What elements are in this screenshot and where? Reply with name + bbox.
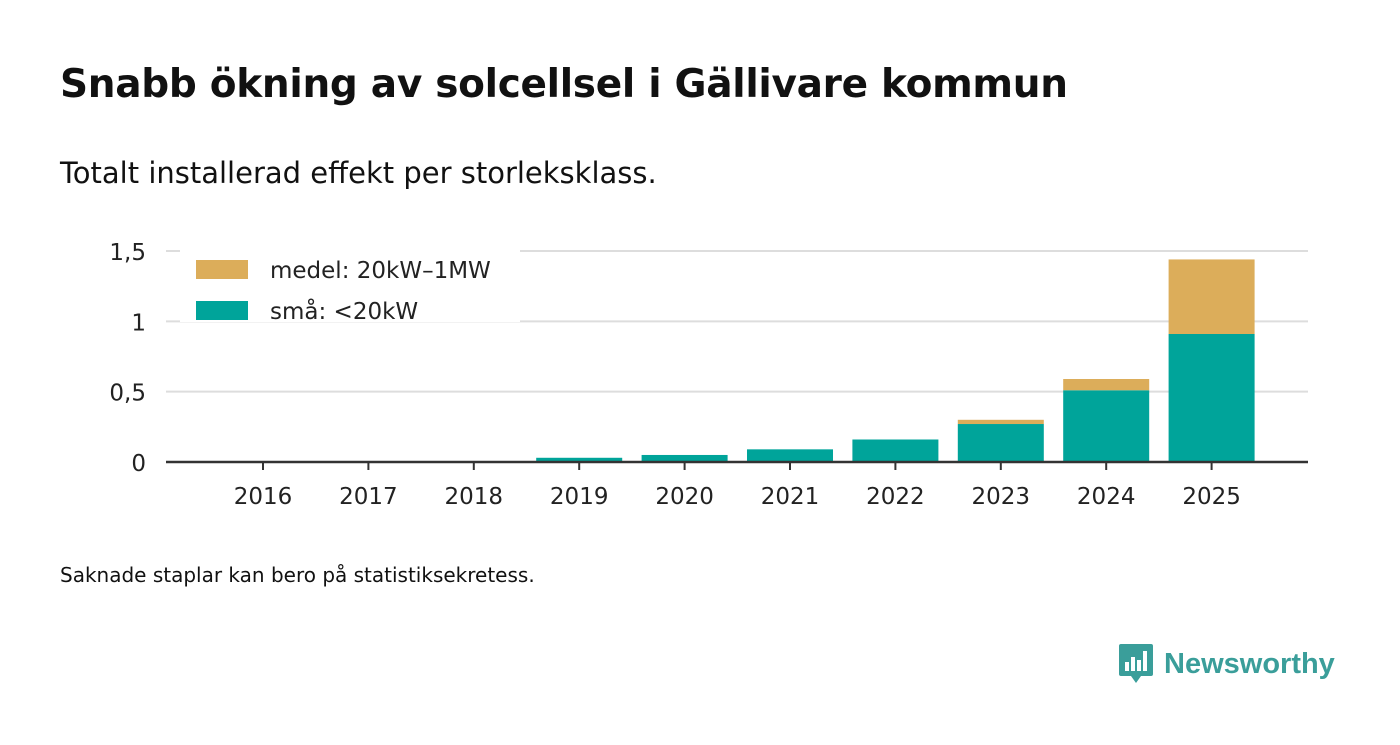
x-tick-label-2017: 2017 [339, 484, 398, 510]
legend-label-small: små: <20kW [270, 297, 418, 325]
bar-medium-2024 [1063, 379, 1150, 391]
legend-label-medium: medel: 20kW–1MW [270, 258, 491, 284]
y-tick-label-3: 1,5 [109, 240, 146, 266]
y-tick-label-0: 0 [131, 451, 146, 477]
brand-name: Newsworthy [1164, 647, 1335, 680]
y-tick-label-2: 1 [131, 310, 146, 336]
x-tick-label-2018: 2018 [445, 484, 504, 510]
x-tick-label-2016: 2016 [234, 484, 293, 510]
bar-small-2020 [641, 454, 728, 462]
legend: medel: 20kW–1MW små: <20kW [180, 250, 520, 325]
newsworthy-logo-icon [1119, 644, 1153, 683]
x-tick-label-2022: 2022 [866, 484, 925, 510]
x-tick-label-2021: 2021 [761, 484, 820, 510]
x-tick-label-2023: 2023 [972, 484, 1031, 510]
bar-medium-2025 [1168, 259, 1255, 334]
bar-small-2022 [852, 439, 939, 462]
x-tick-label-2025: 2025 [1182, 484, 1241, 510]
stacked-bar-chart: 0 0,5 1 1,5 2016 2017 2018 2019 2020 2021 2022 2023… [109, 240, 1308, 510]
chart-title: Snabb ökning av solcellsel i Gällivare k… [60, 62, 1068, 107]
y-tick-label-1: 0,5 [109, 381, 146, 407]
legend-swatch-small [196, 301, 248, 320]
legend-swatch-medium [196, 260, 248, 279]
bars [536, 259, 1255, 462]
bar-small-2019 [536, 457, 623, 462]
chart-subtitle: Totalt installerad effekt per storlekskl… [60, 156, 657, 190]
x-tick-label-2020: 2020 [655, 484, 714, 510]
bar-small-2023 [957, 424, 1044, 462]
bar-small-2021 [747, 449, 833, 462]
footnote: Saknade staplar kan bero på statistiksek… [60, 563, 535, 587]
x-tick-label-2024: 2024 [1077, 484, 1136, 510]
brand-logo: Newsworthy [1118, 640, 1335, 688]
bar-small-2025 [1168, 333, 1255, 462]
x-tick-label-2019: 2019 [550, 484, 609, 510]
axes: 0 0,5 1 1,5 2016 2017 2018 2019 2020 2021 2022 2023… [109, 240, 1308, 510]
bar-medium-2023 [957, 419, 1044, 425]
bar-small-2024 [1063, 390, 1150, 462]
